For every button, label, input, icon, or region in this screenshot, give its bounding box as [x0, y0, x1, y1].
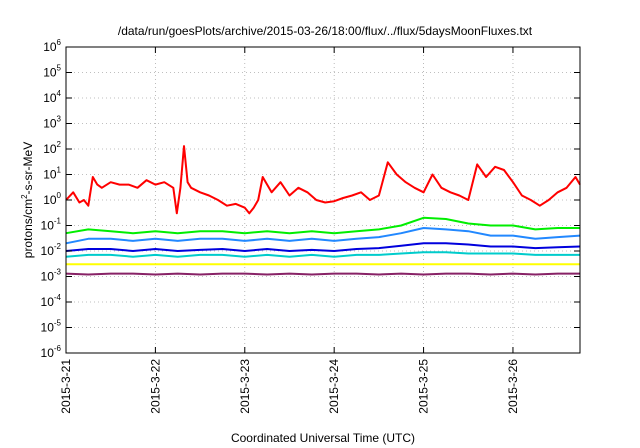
y-tick-base: 10 — [41, 244, 55, 258]
y-axis: 10-610-510-410-310-210-11001011021031041… — [41, 38, 580, 360]
y-tick-exponent: 4 — [57, 89, 62, 98]
y-tick-exponent: 3 — [57, 115, 62, 124]
y-tick-exponent: -4 — [54, 293, 62, 302]
y-axis-label-rest: -s-sr-MeV — [21, 142, 35, 195]
x-tick-label: 2015-3-23 — [238, 359, 252, 414]
y-tick-exponent: 5 — [57, 64, 62, 73]
y-tick-label: 105 — [43, 64, 61, 80]
y-tick-label: 101 — [43, 166, 61, 182]
series-line-1 — [65, 145, 581, 215]
y-tick-exponent: -5 — [54, 319, 62, 328]
y-tick-label: 106 — [43, 38, 61, 54]
x-tick-label: 2015-3-22 — [148, 359, 162, 414]
y-axis-label: protons/cm2-s-sr-MeV — [20, 142, 35, 258]
series-line-2 — [65, 216, 580, 235]
y-tick-exponent: 0 — [57, 191, 62, 200]
y-tick-base: 10 — [43, 168, 57, 182]
y-tick-exponent: 2 — [57, 140, 62, 149]
y-tick-base: 10 — [41, 219, 55, 233]
y-tick-base: 10 — [41, 295, 55, 309]
y-axis-label-sup: 2 — [20, 194, 29, 199]
y-tick-base: 10 — [43, 142, 57, 156]
y-tick-label: 10-3 — [41, 268, 62, 284]
x-tick-label: 2015-3-25 — [417, 359, 431, 414]
chart-title: /data/run/goesPlots/archive/2015-03-26/1… — [118, 24, 533, 38]
y-tick-label: 104 — [43, 89, 61, 105]
y-tick-exponent: -2 — [54, 242, 62, 251]
y-tick-label: 10-6 — [41, 344, 62, 360]
y-tick-label: 10-5 — [41, 319, 62, 335]
y-tick-base: 10 — [41, 346, 55, 360]
x-axis-label: Coordinated Universal Time (UTC) — [231, 431, 415, 445]
series-line-4 — [65, 242, 581, 252]
y-tick-exponent: 6 — [57, 38, 62, 47]
x-tick-label: 2015-3-26 — [506, 359, 520, 414]
y-tick-base: 10 — [43, 66, 57, 80]
y-tick-exponent: 1 — [57, 166, 62, 175]
y-tick-label: 10-2 — [41, 242, 62, 258]
series-line-5 — [65, 251, 580, 258]
y-tick-base: 10 — [43, 40, 57, 54]
y-tick-label: 100 — [43, 191, 61, 207]
y-tick-base: 10 — [43, 117, 57, 131]
series-line-7 — [65, 272, 580, 276]
y-tick-exponent: -1 — [54, 217, 62, 226]
series-line-3 — [65, 227, 581, 245]
y-tick-base: 10 — [41, 270, 55, 284]
grid — [66, 46, 580, 354]
y-tick-label: 103 — [43, 115, 61, 131]
y-tick-base: 10 — [43, 193, 57, 207]
x-tick-label: 2015-3-24 — [327, 359, 341, 414]
series-layer — [65, 145, 581, 276]
y-axis-label-base: protons/cm — [21, 199, 35, 258]
y-tick-base: 10 — [43, 91, 57, 105]
y-tick-base: 10 — [41, 321, 55, 335]
y-tick-label: 10-1 — [41, 217, 62, 233]
x-axis: 2015-3-21 2015-3-22 2015-3-23 2015-3-24 2015… — [59, 47, 520, 414]
y-tick-exponent: -6 — [54, 344, 62, 353]
y-tick-label: 102 — [43, 140, 61, 156]
x-tick-label: 2015-3-21 — [59, 359, 73, 414]
y-tick-exponent: -3 — [54, 268, 62, 277]
y-tick-label: 10-4 — [41, 293, 62, 309]
